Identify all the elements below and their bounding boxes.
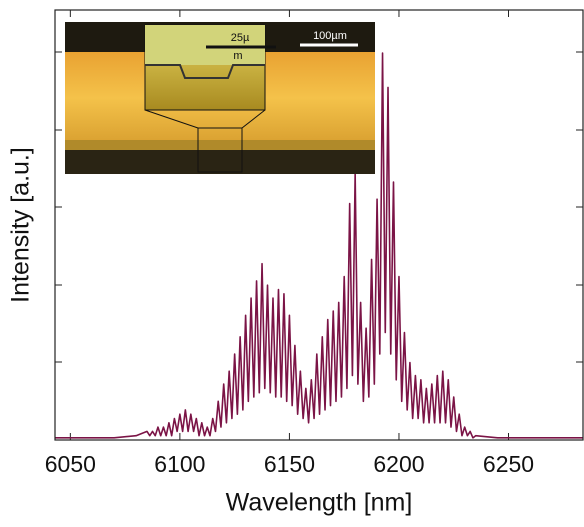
inset-scale-small: 25µ — [231, 32, 250, 44]
y-axis-label: Intensity [a.u.] — [7, 147, 35, 303]
plot-area — [55, 10, 583, 440]
x-tick-label: 6200 — [373, 451, 424, 477]
x-tick-label: 6250 — [483, 451, 534, 477]
x-tick-label: 6150 — [264, 451, 315, 477]
inset-scale-small-unit: m — [233, 50, 242, 62]
x-tick-label: 6100 — [154, 451, 205, 477]
y-minor-ticks — [55, 51, 583, 363]
x-tick-label: 6050 — [45, 451, 96, 477]
spectrum-line — [55, 52, 583, 439]
x-axis-label: Wavelength [nm] — [226, 489, 413, 517]
inset-image: 25µ m 100µm — [65, 22, 375, 174]
inset-scale-large: 100µm — [313, 30, 347, 42]
plot-frame — [54, 9, 584, 441]
